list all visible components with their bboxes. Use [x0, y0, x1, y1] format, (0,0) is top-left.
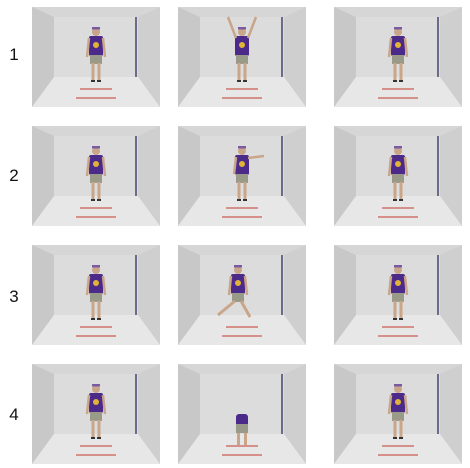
room-scene [32, 7, 160, 107]
person-figure [387, 146, 409, 201]
row-label-2: 2 [9, 166, 19, 185]
person-figure [232, 146, 265, 201]
room-scene [32, 126, 160, 226]
photo-frame-r4-c1 [32, 364, 160, 464]
room-scene [334, 126, 462, 226]
person-figure [387, 384, 409, 439]
person-figure [387, 265, 409, 320]
person-figure [387, 27, 409, 82]
person-figure [236, 414, 248, 445]
person-figure [85, 146, 107, 201]
photo-frame-r4-c2 [178, 364, 306, 464]
room-scene [178, 364, 306, 464]
row-label-1: 1 [9, 45, 19, 64]
person-figure [217, 265, 252, 318]
photo-frame-r3-c1 [32, 245, 160, 345]
photo-frame-r2-c3 [334, 126, 462, 226]
person-figure [226, 16, 258, 82]
room-scene [334, 7, 462, 107]
photo-frame-r2-c1 [32, 126, 160, 226]
room-scene [178, 245, 306, 345]
row-label-3: 3 [9, 287, 19, 306]
room-scene [334, 245, 462, 345]
photo-frame-r1-c1 [32, 7, 160, 107]
photo-frame-r1-c3 [334, 7, 462, 107]
person-figure [85, 265, 107, 320]
photo-frame-r1-c2 [178, 7, 306, 107]
room-scene [178, 126, 306, 226]
photo-frame-r4-c3 [334, 364, 462, 464]
person-figure [85, 384, 107, 439]
photo-frame-r3-c2 [178, 245, 306, 345]
room-scene [178, 7, 306, 107]
photo-frame-r3-c3 [334, 245, 462, 345]
row-label-4: 4 [9, 405, 19, 424]
room-scene [334, 364, 462, 464]
room-scene [32, 364, 160, 464]
person-figure [85, 27, 107, 82]
room-scene [32, 245, 160, 345]
photo-frame-r2-c2 [178, 126, 306, 226]
